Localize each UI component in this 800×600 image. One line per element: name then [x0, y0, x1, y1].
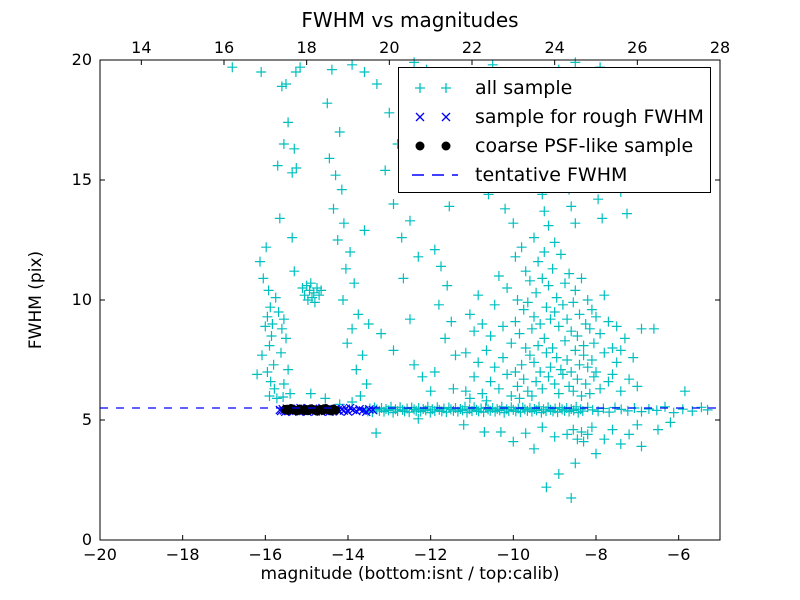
- legend-entry-psf-sample: coarse PSF-like sample: [409, 131, 710, 160]
- chart-title: FWHM vs magnitudes: [301, 8, 519, 32]
- y-tick-label: 0: [82, 530, 92, 549]
- x-tick-label: −18: [166, 545, 200, 564]
- dot-marker-icon: [415, 141, 451, 150]
- x-tick-label: −14: [331, 545, 365, 564]
- x-tick-label: −16: [248, 545, 282, 564]
- legend-label: coarse PSF-like sample: [475, 134, 694, 157]
- x-tick-label: −20: [83, 545, 117, 564]
- x-axis-label: magnitude (bottom:isnt / top:calib): [260, 564, 560, 584]
- y-axis-label: FWHM (pix): [26, 250, 46, 350]
- plus-marker-icon: [415, 82, 451, 93]
- top-tick-label: 24: [544, 38, 564, 57]
- x-tick-label: −8: [584, 545, 608, 564]
- top-tick-label: 18: [296, 38, 316, 57]
- legend-box: all sample sample for rough FWHM coarse …: [398, 67, 711, 193]
- x-tick-label: −12: [414, 545, 448, 564]
- top-tick-label: 28: [710, 38, 730, 57]
- dashed-line-icon: [412, 173, 458, 176]
- legend-label: tentative FWHM: [475, 163, 628, 186]
- scatter-series-psf-sample: [280, 403, 341, 416]
- y-tick-label: 15: [72, 170, 92, 189]
- y-tick-label: 20: [72, 50, 92, 69]
- x-marker-icon: [415, 112, 451, 121]
- x-tick-label: −10: [496, 545, 530, 564]
- legend-label: sample for rough FWHM: [475, 105, 704, 128]
- y-tick-label: 10: [72, 290, 92, 309]
- x-tick-label: −6: [667, 545, 691, 564]
- top-tick-label: 22: [462, 38, 482, 57]
- legend-entry-all-sample: all sample: [409, 73, 710, 102]
- legend-entry-tentative-fwhm: tentative FWHM: [409, 160, 710, 189]
- top-tick-label: 20: [379, 38, 399, 57]
- top-tick-label: 14: [131, 38, 151, 57]
- top-tick-label: 26: [627, 38, 647, 57]
- y-tick-label: 5: [82, 410, 92, 429]
- top-tick-label: 16: [214, 38, 234, 57]
- legend-label: all sample: [475, 76, 573, 99]
- legend-entry-rough-fwhm: sample for rough FWHM: [409, 102, 710, 131]
